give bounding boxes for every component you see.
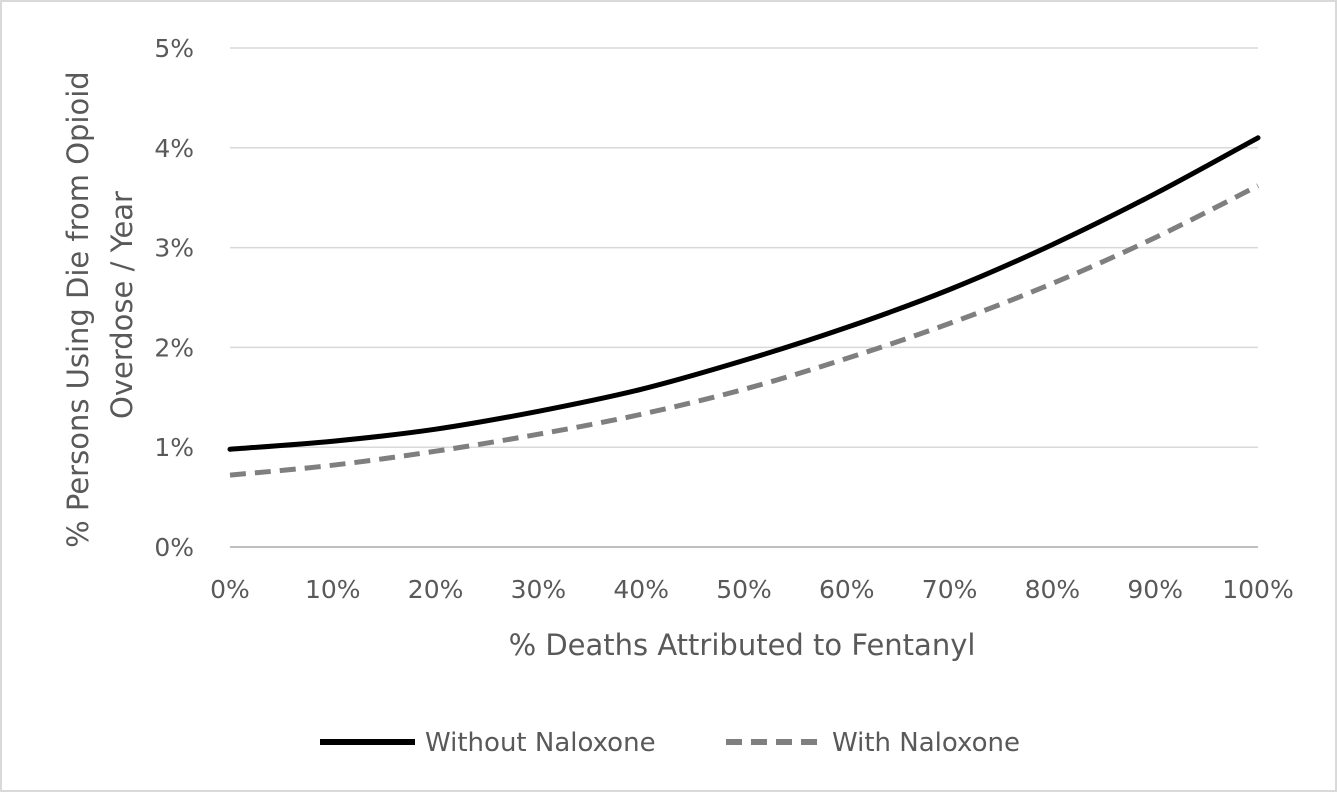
x-tick-label: 40% — [613, 575, 669, 604]
x-tick-label: 90% — [1127, 575, 1183, 604]
x-tick-label: 100% — [1222, 575, 1293, 604]
series-line-without-naloxone — [227, 135, 1261, 452]
x-tick-label: 80% — [1025, 575, 1081, 604]
gridlines — [230, 47, 1258, 548]
x-axis-ticks: 0% 10% 20% 30% 40% 50% 60% 70% 80% 90% 100% — [210, 575, 1294, 604]
y-tick-label: 0% — [154, 533, 194, 562]
series-line-with-naloxone — [229, 183, 1260, 478]
y-axis-title: % Persons Using Die from Opioid Overdose… — [61, 62, 139, 548]
legend-label-with-naloxone: With Naloxone — [832, 728, 1020, 758]
y-axis-title-line-2: Overdose / Year — [105, 191, 139, 419]
y-tick-label: 4% — [154, 134, 194, 163]
x-tick-label: 60% — [819, 575, 875, 604]
legend: Without Naloxone With Naloxone — [320, 728, 1020, 758]
x-tick-label: 10% — [305, 575, 361, 604]
x-tick-label: 30% — [511, 575, 567, 604]
x-tick-label: 50% — [716, 575, 772, 604]
x-tick-label: 20% — [408, 575, 464, 604]
x-tick-label: 70% — [922, 575, 978, 604]
y-axis-ticks: 0% 1% 2% 3% 4% 5% — [154, 34, 194, 562]
y-tick-label: 5% — [154, 34, 194, 63]
y-tick-label: 2% — [154, 333, 194, 362]
x-tick-label: 0% — [210, 575, 250, 604]
legend-label-without-naloxone: Without Naloxone — [425, 728, 656, 758]
y-tick-label: 1% — [154, 433, 194, 462]
y-tick-label: 3% — [154, 234, 194, 263]
x-axis-title: % Deaths Attributed to Fentanyl — [509, 628, 976, 662]
series-lines — [227, 135, 1261, 478]
y-axis-title-line-1: % Persons Using Die from Opioid — [61, 71, 95, 548]
